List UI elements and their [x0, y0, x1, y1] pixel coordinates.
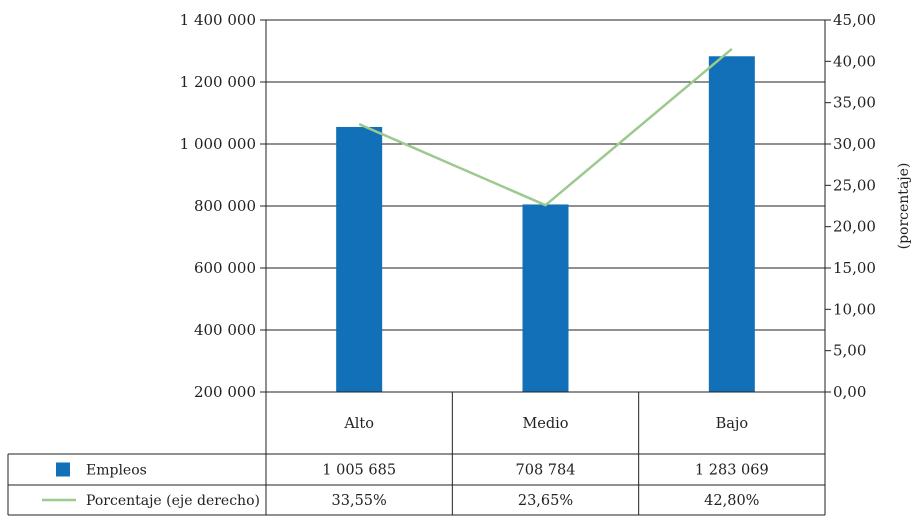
left-axis-tick-label: 1 400 000 — [180, 11, 256, 29]
left-axis-tick-label: 200 000 — [194, 383, 256, 401]
left-axis-tick-label: 800 000 — [194, 197, 256, 215]
line-series-porcentaje — [358, 47, 733, 207]
left-axis-tick-label: 600 000 — [194, 259, 256, 277]
table-cell-empleos: 708 784 — [516, 463, 576, 479]
category-label: Medio — [522, 416, 568, 432]
category-label: Alto — [343, 416, 374, 432]
table-cell-porcentaje: 23,65% — [518, 493, 573, 509]
table-cell-porcentaje: 42,80% — [704, 493, 759, 509]
bar-series-empleos — [336, 56, 755, 393]
right-axis-tick-label: 40,00 — [833, 52, 876, 70]
right-axis-tick-label: 20,00 — [833, 218, 876, 236]
table-cell-empleos: 1 283 069 — [695, 463, 769, 479]
bar — [522, 204, 569, 392]
data-table: Alto Medio Bajo Empleos Porcentaje (eje dere… — [7, 391, 825, 516]
right-axis-tick-label: 30,00 — [833, 135, 876, 153]
bar — [336, 126, 383, 392]
legend-label-empleos: Empleos — [86, 463, 147, 479]
right-axis-tick-label: 15,00 — [833, 259, 876, 277]
right-axis-tick-label: 5,00 — [833, 342, 866, 360]
right-axis-tick-label: 45,00 — [833, 11, 876, 29]
category-label: Bajo — [716, 416, 749, 432]
right-axis-ticks: 0,00 5,00 10,00 15,00 20,00 25,00 30,00 35,00 40… — [825, 11, 876, 401]
left-axis-tick-label: 1 200 000 — [180, 73, 256, 91]
left-axis-ticks: 200 000 400 000 600 000 800 000 1 000 000 1 2… — [180, 11, 266, 401]
bar — [708, 56, 755, 393]
legend-label-porcentaje: Porcentaje (eje derecho) — [86, 493, 260, 509]
right-axis-title: (porcentaje) — [896, 163, 912, 250]
line-path — [358, 47, 733, 207]
table-cell-porcentaje: 33,55% — [332, 493, 387, 509]
right-axis-tick-label: 25,00 — [833, 176, 876, 194]
table-cell-empleos: 1 005 685 — [322, 463, 396, 479]
left-axis-tick-label: 400 000 — [194, 321, 256, 339]
left-axis-tick-label: 1 000 000 — [180, 135, 256, 153]
right-axis-tick-label: 10,00 — [833, 300, 876, 318]
right-axis-tick-label: 35,00 — [833, 94, 876, 112]
legend-swatch-empleos — [56, 462, 70, 477]
right-axis-tick-label: 0,00 — [833, 383, 866, 401]
